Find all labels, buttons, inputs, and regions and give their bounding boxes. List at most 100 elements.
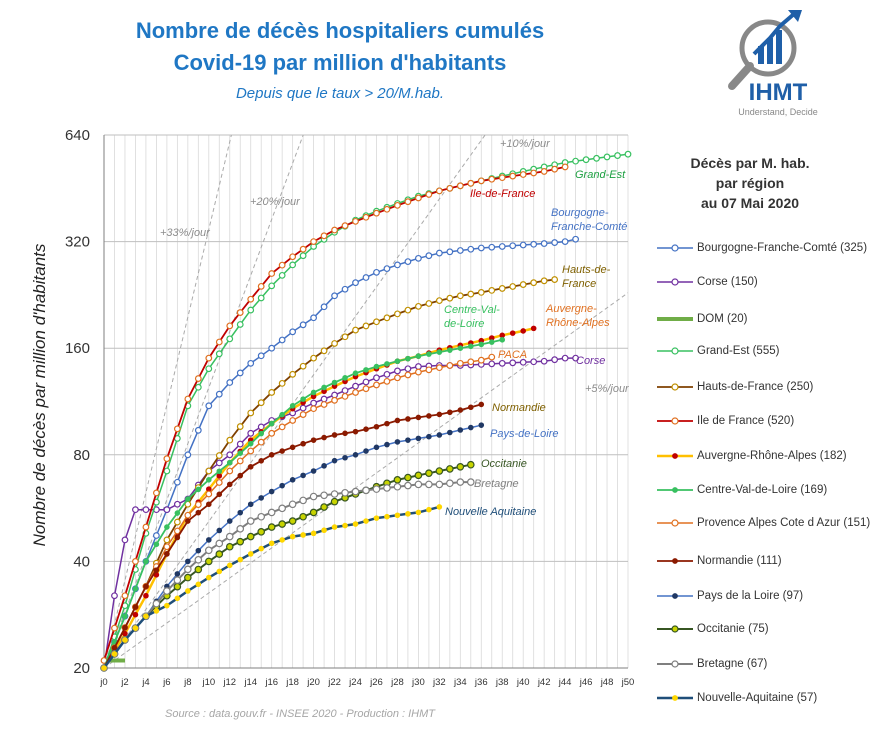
series-point bbox=[477, 177, 485, 185]
series-point bbox=[289, 403, 296, 409]
series-point bbox=[205, 365, 213, 373]
series-point bbox=[321, 527, 327, 534]
legend-swatch bbox=[657, 487, 693, 493]
series-point bbox=[268, 540, 275, 547]
series-point bbox=[363, 518, 369, 524]
series-point bbox=[383, 377, 391, 385]
series-point bbox=[466, 460, 475, 469]
legend-item-label: Ile de France (520) bbox=[697, 415, 795, 427]
series-point bbox=[258, 430, 265, 437]
series-point bbox=[394, 310, 401, 318]
series-point bbox=[174, 510, 181, 516]
legend-swatch-marker bbox=[671, 660, 679, 668]
x-tick-label: j18 bbox=[285, 677, 299, 688]
series-point bbox=[184, 565, 192, 574]
series-label: Hauts-de- bbox=[562, 264, 611, 276]
series-point bbox=[457, 345, 464, 352]
series-point bbox=[394, 261, 401, 269]
series-point bbox=[498, 243, 506, 250]
series-point bbox=[425, 252, 433, 260]
series-point bbox=[142, 523, 150, 531]
series-point bbox=[457, 407, 464, 413]
series-point bbox=[394, 201, 401, 209]
series-point bbox=[132, 625, 139, 631]
y-tick-label: 40 bbox=[73, 553, 90, 570]
x-tick-label: j20 bbox=[306, 677, 320, 688]
series-point bbox=[289, 253, 297, 261]
series-point bbox=[195, 547, 202, 554]
series-point bbox=[467, 358, 475, 366]
series-point bbox=[111, 592, 118, 600]
legend-title-line: au 07 Mai 2020 bbox=[700, 195, 800, 211]
series-point bbox=[206, 476, 212, 483]
legend-swatch-marker bbox=[671, 625, 679, 633]
x-tick-label: j38 bbox=[495, 677, 509, 688]
series-point bbox=[468, 343, 474, 350]
series-line bbox=[103, 356, 493, 669]
series-point bbox=[268, 282, 276, 290]
legend-item-label: Provence Alpes Cote d Azur (151) bbox=[697, 517, 871, 529]
series-point bbox=[456, 462, 465, 471]
series-point bbox=[551, 239, 559, 246]
x-tick-label: j46 bbox=[579, 677, 593, 688]
series-point bbox=[278, 336, 286, 344]
series-point bbox=[278, 520, 286, 528]
series-point bbox=[446, 248, 454, 256]
series-point bbox=[331, 226, 338, 234]
series-point bbox=[446, 184, 454, 192]
series-line bbox=[102, 327, 534, 669]
legend-item-label: Nouvelle-Aquitaine (57) bbox=[697, 692, 818, 704]
series-point bbox=[342, 522, 348, 529]
series-point bbox=[226, 335, 234, 343]
series-point bbox=[446, 294, 454, 302]
series-point bbox=[247, 306, 255, 314]
series-point bbox=[519, 358, 527, 366]
series-point bbox=[236, 537, 245, 546]
series-point bbox=[320, 395, 328, 403]
series-point bbox=[488, 360, 496, 368]
series-point bbox=[194, 501, 202, 509]
series-point bbox=[184, 451, 192, 459]
series-point bbox=[173, 500, 181, 508]
series-point bbox=[415, 353, 422, 359]
series-point bbox=[163, 536, 171, 544]
series-point bbox=[320, 303, 328, 311]
series-point bbox=[143, 613, 149, 620]
series-point bbox=[614, 152, 621, 159]
series-point bbox=[237, 450, 244, 456]
series-point bbox=[352, 428, 359, 435]
series-point bbox=[143, 592, 149, 599]
series-point bbox=[237, 509, 244, 516]
series-point bbox=[247, 295, 255, 303]
series-point bbox=[164, 524, 170, 530]
series-point bbox=[299, 321, 307, 329]
series-point bbox=[426, 506, 432, 513]
series-point bbox=[132, 604, 139, 610]
series-point bbox=[603, 153, 611, 161]
series-point bbox=[447, 347, 453, 353]
series-point bbox=[185, 558, 191, 565]
series-point bbox=[415, 368, 422, 376]
series-point bbox=[267, 523, 276, 531]
series-point bbox=[236, 423, 244, 430]
series-point bbox=[394, 512, 401, 519]
series-point bbox=[226, 481, 233, 488]
series-point bbox=[341, 333, 349, 341]
series-point bbox=[279, 482, 285, 489]
series-point bbox=[205, 490, 213, 498]
series-point bbox=[236, 440, 244, 448]
series-group: Nouvelle Aquitaine bbox=[101, 504, 536, 671]
series-point bbox=[215, 390, 223, 398]
series-point bbox=[321, 463, 327, 469]
series-point bbox=[330, 497, 339, 506]
series-point bbox=[289, 417, 297, 424]
series-point bbox=[247, 359, 255, 367]
series-label: de-Loire bbox=[444, 318, 484, 330]
series-point bbox=[278, 271, 286, 279]
series-point bbox=[456, 247, 464, 254]
series-point bbox=[373, 423, 380, 430]
series-point bbox=[226, 451, 234, 459]
series-point bbox=[488, 287, 496, 294]
series-point bbox=[405, 355, 411, 362]
series-point bbox=[426, 413, 432, 419]
